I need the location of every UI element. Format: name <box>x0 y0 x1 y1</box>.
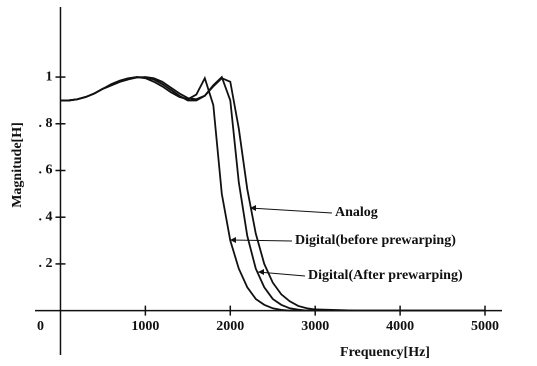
series-line <box>60 75 486 312</box>
x-axis-label: Frequency[Hz] <box>340 345 430 360</box>
leader-arrow <box>250 205 256 211</box>
y-axis-label: Magnitude[H] <box>10 122 25 208</box>
series-label: Digital(After prewarping) <box>308 268 463 283</box>
leader-line <box>249 207 333 214</box>
x-tick-label: 2000 <box>216 319 244 334</box>
leader-line <box>229 239 293 242</box>
x-tick-label: 4000 <box>386 319 414 334</box>
series-label: Analog <box>335 205 378 220</box>
leader-line <box>257 271 306 277</box>
y-tick-label: . 2 <box>38 256 52 271</box>
x-tick-label: 0 <box>37 319 44 334</box>
x-tick-label: 1000 <box>131 319 159 334</box>
leader-arrow <box>258 269 264 275</box>
x-tick-label: 5000 <box>471 319 499 334</box>
y-tick-label: . 8 <box>38 116 52 131</box>
y-tick-label: . 4 <box>38 209 52 224</box>
series-label: Digital(before prewarping) <box>295 233 456 248</box>
y-tick-label: . 6 <box>38 163 52 178</box>
leader-arrow <box>230 237 236 243</box>
x-tick-label: 3000 <box>301 319 329 334</box>
y-tick-label: 1 <box>45 69 52 84</box>
